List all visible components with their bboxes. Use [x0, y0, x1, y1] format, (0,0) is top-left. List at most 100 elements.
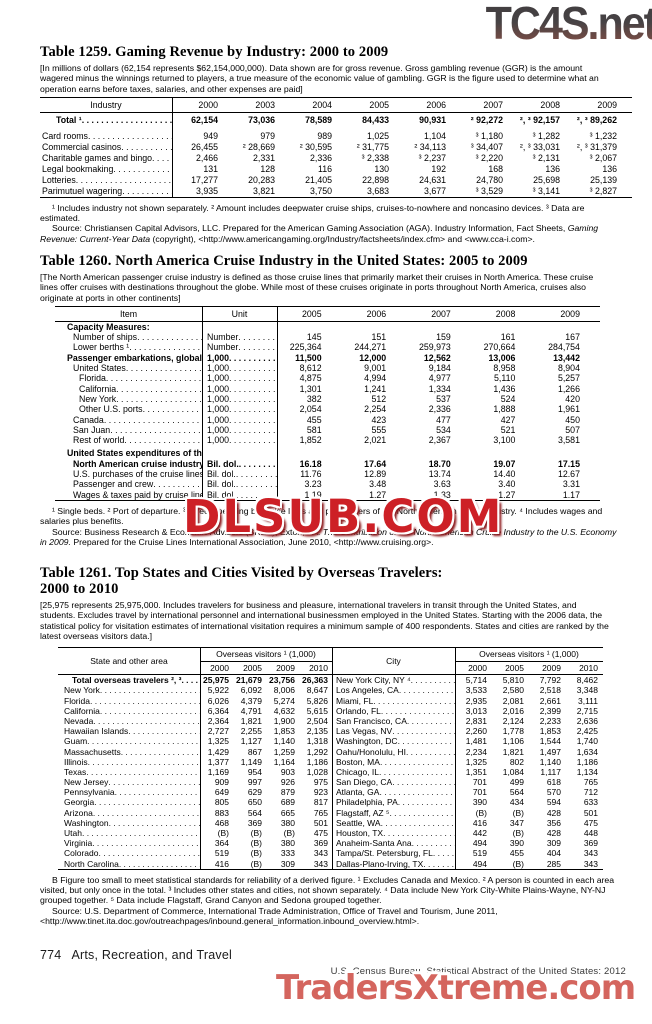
value-cell: 475: [313, 828, 328, 838]
dot-leader: [150, 322, 202, 332]
state-label: Nevada: [58, 716, 200, 726]
column-header: 2004: [312, 99, 332, 110]
value-cell: 3,533: [465, 685, 487, 696]
value-cell: 19.07: [493, 458, 516, 469]
table-row: Georgia 805 650 689 817 Philadelphia, PA…: [58, 797, 603, 807]
value-cell: 22,898: [362, 174, 389, 185]
value-cell: 4,977: [428, 373, 451, 384]
value-cell: (B): [250, 858, 262, 869]
column-header: 2000: [198, 99, 218, 110]
table-1260-headnote: [The North American passenger cruise ind…: [40, 272, 594, 303]
table-row: Virginia 364 (B) 380 369 Anaheim-Santa A…: [58, 838, 603, 848]
value-cell: [535, 322, 600, 332]
column-header: 2005: [302, 308, 322, 319]
value-cell: 343: [313, 858, 328, 869]
table-row: Legal bookmaking 131 128 116 130 192 168…: [40, 164, 632, 175]
value-cell: ³ 2,067: [589, 152, 617, 163]
value-cell: 1,325: [465, 756, 487, 767]
dot-leader: [207, 448, 277, 458]
value-cell: 2,054: [299, 404, 322, 415]
dot-leader: [373, 696, 455, 706]
table-row: Total ¹ 62,154 73,036 78,589 84,433 90,9…: [40, 114, 632, 127]
column-header: Item: [119, 308, 138, 319]
value-cell: 1,134: [576, 766, 598, 777]
value-cell: 1,634: [576, 746, 598, 757]
table-row: Number of ships Number 145 151 159 161 1…: [55, 332, 600, 342]
city-label: Miami, FL: [332, 696, 455, 706]
row-label: San Juan: [55, 425, 202, 435]
value-cell: ³ 3,529: [475, 185, 503, 196]
value-cell: ², ³ 33,031: [519, 141, 560, 152]
row-label: Parimutuel wagering: [40, 186, 172, 197]
table-1260-source: Source: Business Research & Economic Adv…: [40, 527, 618, 548]
dot-leader: [90, 696, 200, 706]
value-cell: 24,631: [419, 174, 446, 185]
value-cell: 564: [509, 787, 524, 798]
value-cell: 1.27: [369, 489, 387, 500]
city-label: Oahu/Honolulu, HI: [332, 747, 455, 757]
value-cell: 5,714: [465, 675, 487, 686]
table-1260: Item Unit 2005 2006 2007 2008 2009 Capac…: [55, 305, 600, 501]
watermark-dlsub: DLSUB.COM: [183, 490, 504, 543]
value-cell: 1,852: [299, 435, 322, 446]
dot-leader: [88, 757, 200, 767]
unit-cell: 1,000: [202, 435, 277, 445]
state-label: New Jersey: [58, 777, 200, 787]
value-cell: 423: [371, 414, 387, 425]
value-cell: 2,331: [252, 152, 275, 163]
table-1260-section: Table 1260. North America Cruise Industr…: [40, 253, 632, 547]
value-cell: 2,367: [428, 435, 451, 446]
value-cell: 1,164: [273, 756, 295, 767]
table-row: Canada 1,000 455 423 477 427 450: [55, 415, 600, 425]
value-cell: 618: [546, 777, 561, 788]
column-header: 2008: [540, 99, 560, 110]
value-cell: 369: [583, 838, 598, 849]
dot-leader: [423, 859, 455, 869]
value-cell: 2,255: [240, 726, 262, 737]
value-cell: 167: [565, 332, 580, 343]
value-cell: 23,756: [269, 675, 295, 686]
value-cell: 949: [203, 130, 218, 141]
value-cell: ² 28,669: [242, 141, 275, 152]
table-1261-headnote: [25,975 represents 25,975,000. Includes …: [40, 600, 609, 641]
table-1260-footnotes: ¹ Single beds. ² Port of departure. ³ Di…: [40, 505, 603, 527]
table-row: Arizona 883 564 665 765 Flagstaff, AZ ⁵ …: [58, 808, 603, 818]
value-cell: 501: [313, 817, 328, 828]
table-1261-title: Table 1261. Top States and Cities Visite…: [40, 565, 632, 597]
table-1261-body: Total overseas travelers ², ³ 25,975 21,…: [58, 675, 603, 869]
value-cell: 2,580: [502, 685, 524, 696]
value-cell: 26,455: [191, 141, 218, 152]
value-cell: 145: [306, 332, 322, 343]
value-cell: 499: [509, 777, 524, 788]
value-cell: 62,154: [191, 114, 218, 125]
value-cell: 909: [214, 777, 229, 788]
column-header: 2000: [210, 663, 229, 674]
dot-leader: [229, 363, 277, 373]
value-cell: 1,436: [493, 383, 516, 394]
value-cell: 2,254: [364, 404, 387, 415]
value-cell: 11,500: [295, 352, 322, 363]
value-cell: 25,139: [590, 174, 617, 185]
table-row: Washington 468 369 380 501 Seattle, WA 4…: [58, 818, 603, 828]
table-row: Hawaiian Islands 2,727 2,255 1,853 2,135…: [58, 726, 603, 736]
row-label: California: [55, 384, 202, 394]
city-label: Tampa/St. Petersburg, FL: [332, 848, 455, 858]
value-cell: 1,740: [576, 736, 598, 747]
value-cell: (B): [512, 807, 524, 818]
table-1261-section: Table 1261. Top States and Cities Visite…: [40, 565, 632, 926]
dot-leader: [104, 415, 202, 425]
value-cell: 1.33: [433, 489, 451, 500]
value-cell: 903: [280, 766, 295, 777]
value-cell: 1,821: [502, 746, 524, 757]
value-cell: (B): [512, 828, 524, 838]
value-cell: 524: [500, 393, 516, 404]
table-row: Total overseas travelers ², ³ 25,975 21,…: [58, 675, 603, 685]
column-header: 2000: [468, 663, 487, 674]
value-cell: 3,581: [557, 435, 580, 446]
value-cell: 519: [472, 848, 487, 859]
value-cell: (B): [475, 807, 487, 818]
value-cell: 225,364: [289, 342, 322, 353]
state-label: Guam: [58, 736, 200, 746]
value-cell: 507: [565, 424, 580, 435]
table-row: Wages & taxes paid by cruise lines Bil. …: [55, 490, 600, 500]
